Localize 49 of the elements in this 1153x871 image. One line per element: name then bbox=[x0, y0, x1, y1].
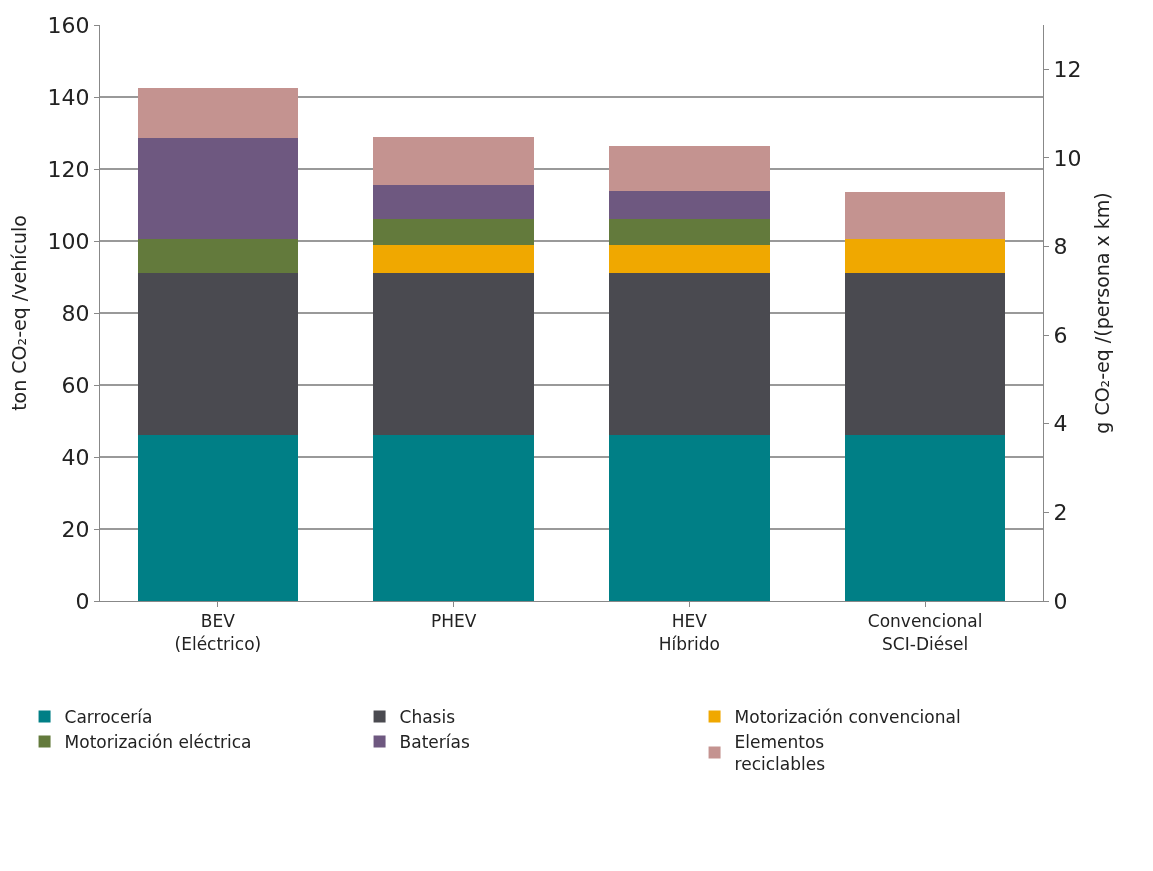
bar bbox=[137, 138, 299, 240]
y2-axis-title: g CO₂-eq /(persona x km) bbox=[1091, 192, 1114, 434]
bar bbox=[609, 273, 770, 436]
legend-label: Motorización convencional bbox=[734, 707, 961, 728]
y2-tick-label: 0 bbox=[1053, 588, 1068, 614]
legend-label: Chasis bbox=[399, 707, 456, 728]
y-tick-label: 20 bbox=[61, 516, 90, 542]
bar bbox=[373, 273, 534, 436]
legend-label: Carrocería bbox=[64, 707, 153, 728]
y-tick-label: 100 bbox=[47, 228, 90, 254]
bar bbox=[373, 136, 534, 186]
x-tick-label: PHEV bbox=[430, 611, 477, 632]
bar bbox=[609, 435, 770, 601]
bar bbox=[844, 273, 1006, 436]
legend-label: Baterías bbox=[399, 732, 470, 753]
bar bbox=[373, 244, 534, 274]
x-tick-label: BEV (Eléctrico) bbox=[174, 611, 262, 654]
y2-tick-label: 8 bbox=[1053, 234, 1068, 260]
y2-tick-label: 4 bbox=[1053, 411, 1068, 437]
y2-tick-label: 2 bbox=[1053, 500, 1068, 526]
y-tick-label: 140 bbox=[47, 84, 90, 110]
bar bbox=[844, 435, 1006, 601]
y-tick-label: 40 bbox=[61, 444, 90, 470]
x-tick-label: HEV Híbrido bbox=[658, 611, 720, 654]
y-tick-label: 120 bbox=[47, 156, 90, 182]
y-axis-title: ton CO₂-eq /vehículo bbox=[8, 215, 31, 411]
y2-tick-label: 10 bbox=[1053, 145, 1082, 171]
bar bbox=[609, 244, 770, 274]
y2-tick-label: 6 bbox=[1053, 322, 1068, 348]
bar bbox=[373, 219, 534, 245]
legend-label: Motorización eléctrica bbox=[64, 732, 252, 753]
y-tick-label: 60 bbox=[61, 372, 90, 398]
y2-tick-label: 12 bbox=[1053, 57, 1082, 83]
bar bbox=[137, 435, 299, 601]
bar bbox=[609, 145, 770, 191]
y-tick-label: 80 bbox=[61, 300, 90, 326]
x-tick-label: Convencional SCI-Diésel bbox=[867, 611, 983, 654]
y-tick-label: 0 bbox=[75, 588, 90, 614]
bar bbox=[137, 88, 299, 139]
bar bbox=[609, 219, 770, 245]
bar bbox=[373, 185, 534, 220]
bar bbox=[844, 192, 1006, 240]
bar bbox=[137, 273, 299, 436]
bar bbox=[609, 190, 770, 220]
bar bbox=[844, 239, 1006, 274]
bar bbox=[373, 435, 534, 601]
legend-label: Elementos reciclables bbox=[734, 732, 826, 775]
y-tick-label: 160 bbox=[47, 12, 90, 38]
bar bbox=[137, 239, 299, 274]
